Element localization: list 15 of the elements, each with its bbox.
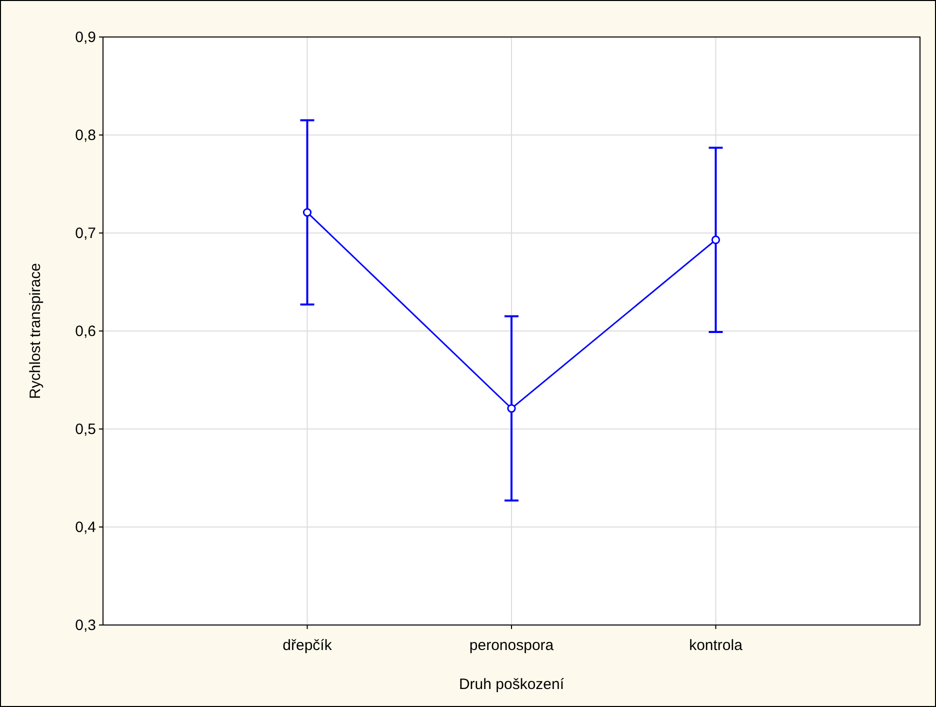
- y-tick-label: 0,4: [75, 518, 96, 536]
- x-axis-title: Druh poškození: [458, 676, 565, 693]
- point: [507, 404, 516, 413]
- x-tick-label: kontrola: [689, 637, 744, 654]
- y-axis-title: Rychlost transpirace: [27, 263, 44, 399]
- x-tick-label: peronospora: [469, 637, 554, 654]
- y-tick-label: 0,8: [75, 126, 96, 144]
- y-tick-label: 0,9: [75, 28, 96, 46]
- y-tick-label: 0,3: [75, 616, 96, 634]
- x-tick-label: dřepčík: [282, 637, 332, 654]
- point: [711, 236, 720, 244]
- y-tick-label: 0,6: [75, 322, 96, 340]
- y-tick-label: 0,7: [75, 224, 96, 242]
- point: [302, 208, 312, 217]
- y-tick-label: 0,5: [75, 420, 96, 438]
